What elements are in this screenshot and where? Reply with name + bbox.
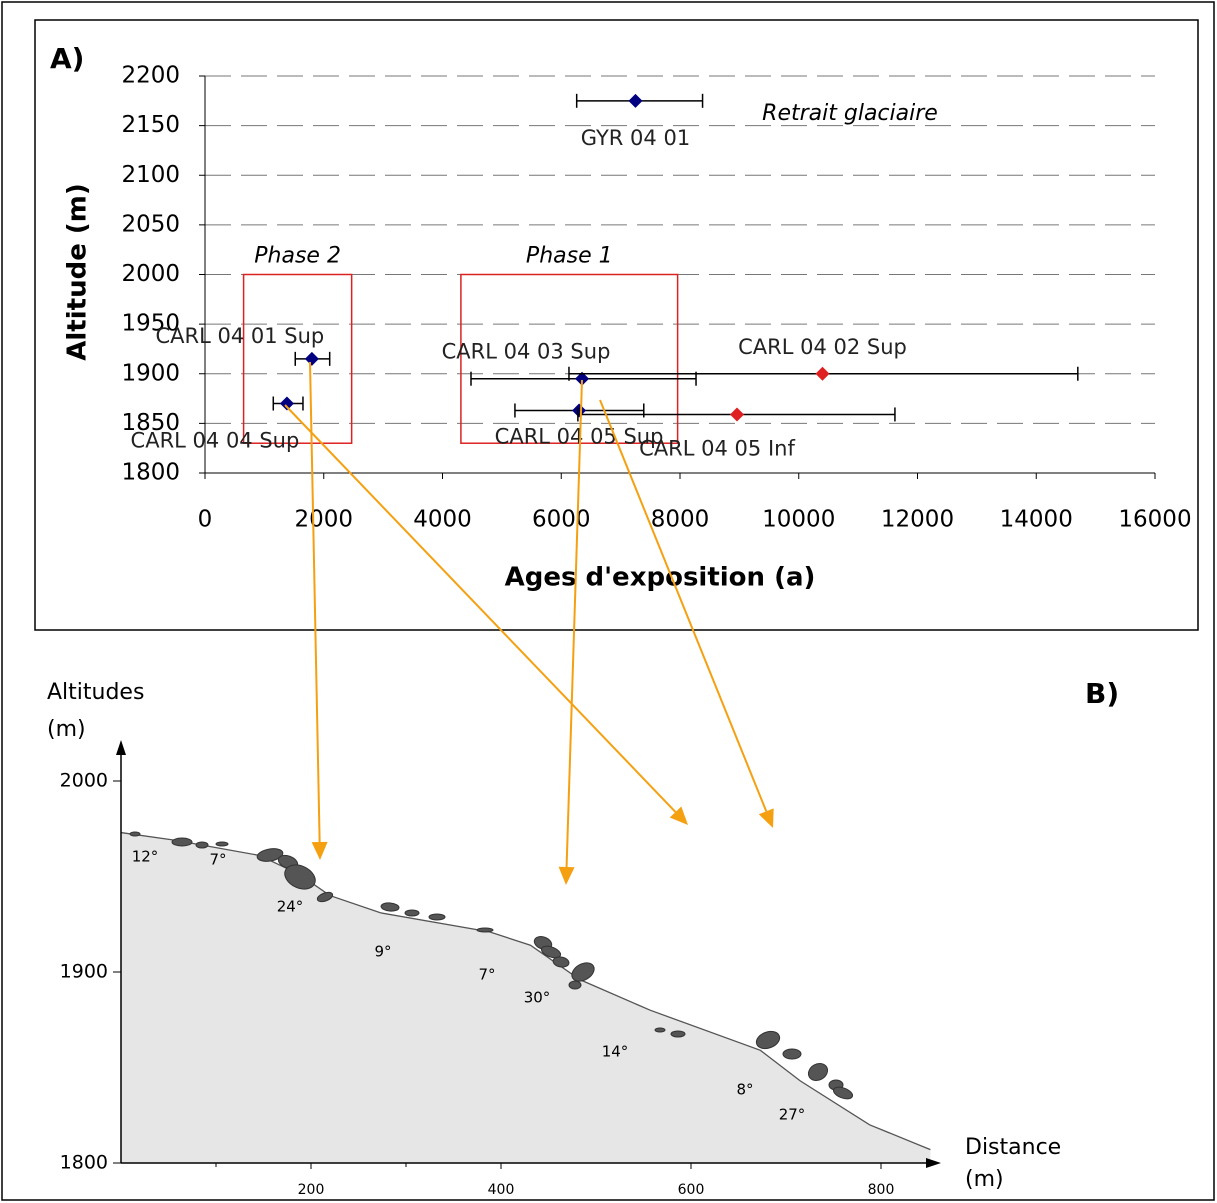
boulder	[195, 841, 209, 849]
panel-label: A)	[50, 42, 84, 75]
point	[815, 366, 830, 381]
x-axis-arrow	[926, 1158, 941, 1168]
boulder	[568, 980, 582, 990]
y-tick-label: 1900	[60, 961, 108, 983]
y-tick-label: 2100	[121, 162, 180, 188]
phase-box	[242, 273, 353, 444]
x-tick-label: 200	[298, 1182, 325, 1198]
boulder	[476, 927, 494, 933]
slope-label: 12°	[132, 848, 159, 866]
slope-label: 24°	[277, 898, 304, 916]
y-axis-title: Altitude (m)	[63, 183, 93, 360]
y-axis-arrow	[116, 740, 126, 755]
panel-label: B)	[1085, 677, 1119, 710]
point-label: CARL 04 04 Sup	[131, 429, 300, 453]
arrow-head	[669, 806, 688, 825]
y-tick-label: 1850	[121, 410, 180, 436]
point-label: CARL 04 01 Sup	[155, 324, 324, 348]
slope-label: 30°	[524, 989, 551, 1007]
point-label: GYR 04 01	[581, 126, 690, 150]
boulder	[571, 962, 595, 982]
arrow-shaft	[599, 399, 768, 812]
x-tick-label: 2000	[294, 507, 353, 533]
boulder	[540, 945, 562, 959]
y-axis-title: Altitudes	[47, 680, 144, 705]
boulder	[807, 1062, 829, 1082]
ground-area	[121, 832, 931, 1163]
y-tick-label: 2000	[60, 770, 108, 792]
phase-label: Phase 1	[526, 244, 613, 269]
arrow-shaft	[565, 379, 583, 868]
x-tick-label: 800	[868, 1182, 895, 1198]
boulder	[129, 831, 141, 837]
boulder	[782, 1048, 802, 1060]
boulder	[428, 913, 446, 921]
arrow-shaft	[284, 404, 677, 813]
boulder	[171, 837, 193, 847]
y-tick-label: 2000	[121, 261, 180, 287]
boulder	[284, 864, 316, 890]
boulder	[552, 956, 570, 968]
x-tick-label: 16000	[1118, 507, 1191, 533]
y-tick-label: 2200	[121, 63, 180, 89]
boulder	[256, 848, 284, 862]
boulder	[380, 902, 400, 912]
slope-label: 8°	[736, 1081, 753, 1099]
point	[279, 396, 294, 411]
boulder	[316, 891, 334, 903]
x-axis-title: Distance	[965, 1135, 1061, 1160]
boulder	[832, 1086, 854, 1100]
x-tick-label: 4000	[413, 507, 472, 533]
arrow-shaft	[309, 361, 321, 843]
x-tick-label: 12000	[881, 507, 954, 533]
arrow-head	[758, 808, 774, 828]
y-tick-label: 1800	[60, 1152, 108, 1174]
boulder	[670, 1030, 686, 1038]
phase-label: Phase 2	[254, 244, 341, 269]
boulder	[404, 909, 420, 917]
y-tick-label: 1900	[121, 360, 180, 386]
y-axis-title: (m)	[47, 717, 86, 742]
slope-label: 7°	[209, 851, 226, 869]
point	[572, 403, 587, 418]
point	[304, 351, 319, 366]
phase-box	[460, 273, 679, 444]
x-tick-label: 400	[488, 1182, 515, 1198]
x-tick-label: 8000	[651, 507, 710, 533]
y-tick-label: 1800	[121, 460, 180, 486]
panel-a-border	[34, 19, 1199, 631]
arrow-head	[558, 866, 575, 885]
arrows	[284, 361, 774, 885]
y-tick-label: 2050	[121, 211, 180, 237]
x-tick-label: 0	[198, 507, 213, 533]
x-axis-title: (m)	[965, 1167, 1004, 1192]
point	[575, 371, 590, 386]
x-tick-label: 600	[678, 1182, 705, 1198]
y-tick-label: 1950	[121, 311, 180, 337]
point-label: CARL 04 02 Sup	[738, 335, 907, 359]
point	[628, 93, 643, 108]
boulder	[654, 1027, 666, 1033]
slope-label: 27°	[779, 1106, 806, 1124]
y-tick-label: 2150	[121, 112, 180, 138]
x-tick-label: 10000	[762, 507, 835, 533]
slope-label: 14°	[602, 1043, 629, 1061]
boulder	[755, 1030, 781, 1050]
boulder	[215, 841, 229, 847]
point-label: CARL 04 03 Sup	[442, 340, 611, 364]
arrow-head	[311, 841, 328, 860]
point-label: CARL 04 05 Inf	[639, 436, 795, 460]
x-tick-label: 14000	[1000, 507, 1073, 533]
slope-label: 9°	[374, 943, 391, 961]
point	[730, 407, 744, 422]
annotation: Retrait glaciaire	[762, 101, 938, 126]
slope-label: 7°	[478, 966, 495, 984]
x-axis-title: Ages d'exposition (a)	[505, 563, 816, 593]
x-tick-label: 6000	[532, 507, 591, 533]
